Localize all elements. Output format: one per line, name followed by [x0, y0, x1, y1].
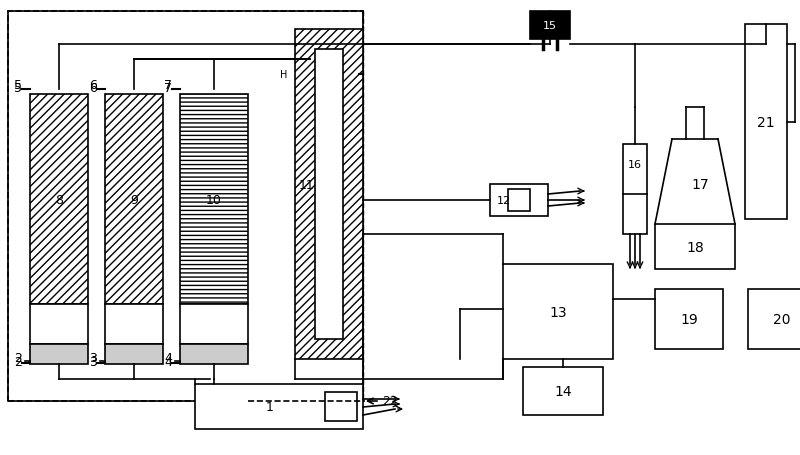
Bar — [745, 25, 787, 219]
Text: 1: 1 — [266, 400, 274, 414]
Text: 12: 12 — [497, 196, 511, 206]
Text: 13: 13 — [549, 305, 567, 319]
Text: 22: 22 — [382, 394, 398, 408]
Bar — [8, 12, 363, 401]
Text: 21: 21 — [757, 116, 775, 130]
Text: 19: 19 — [680, 312, 698, 326]
Bar — [508, 190, 530, 212]
Text: 4: 4 — [164, 355, 172, 368]
Bar — [503, 264, 613, 359]
Bar — [490, 185, 548, 217]
Bar — [180, 304, 248, 344]
Bar — [105, 95, 163, 304]
Text: H: H — [280, 70, 288, 80]
Text: 11: 11 — [299, 178, 315, 191]
Text: 18: 18 — [686, 241, 704, 254]
Text: 3: 3 — [89, 355, 97, 368]
Text: 20: 20 — [774, 312, 790, 326]
Text: 6: 6 — [89, 78, 97, 91]
Text: 7: 7 — [164, 81, 172, 94]
Bar — [748, 289, 800, 349]
Bar — [105, 304, 163, 344]
Text: 5: 5 — [14, 81, 22, 94]
Text: 14: 14 — [554, 384, 572, 398]
Bar — [180, 95, 248, 304]
Text: 7: 7 — [164, 78, 172, 91]
Bar — [655, 289, 723, 349]
Bar — [530, 12, 570, 40]
Text: 9: 9 — [130, 193, 138, 206]
Text: 16: 16 — [628, 160, 642, 170]
Text: 17: 17 — [691, 177, 709, 192]
Bar — [105, 344, 163, 364]
Text: 6: 6 — [89, 81, 97, 94]
Bar — [523, 367, 603, 415]
Bar — [8, 12, 363, 401]
Bar — [30, 95, 88, 304]
Bar — [315, 50, 343, 339]
Text: 3: 3 — [89, 351, 97, 364]
Bar — [30, 304, 88, 344]
Bar — [655, 224, 735, 269]
Bar — [30, 344, 88, 364]
Bar — [195, 384, 363, 429]
Text: 10: 10 — [206, 193, 222, 206]
Text: 2: 2 — [14, 351, 22, 364]
Text: 15: 15 — [543, 21, 557, 31]
Bar — [325, 392, 357, 421]
Text: 2: 2 — [14, 355, 22, 368]
Bar — [180, 344, 248, 364]
Text: 4: 4 — [164, 351, 172, 364]
Text: 5: 5 — [14, 78, 22, 91]
Bar — [623, 145, 647, 234]
Bar — [295, 30, 363, 359]
Text: 8: 8 — [55, 193, 63, 206]
